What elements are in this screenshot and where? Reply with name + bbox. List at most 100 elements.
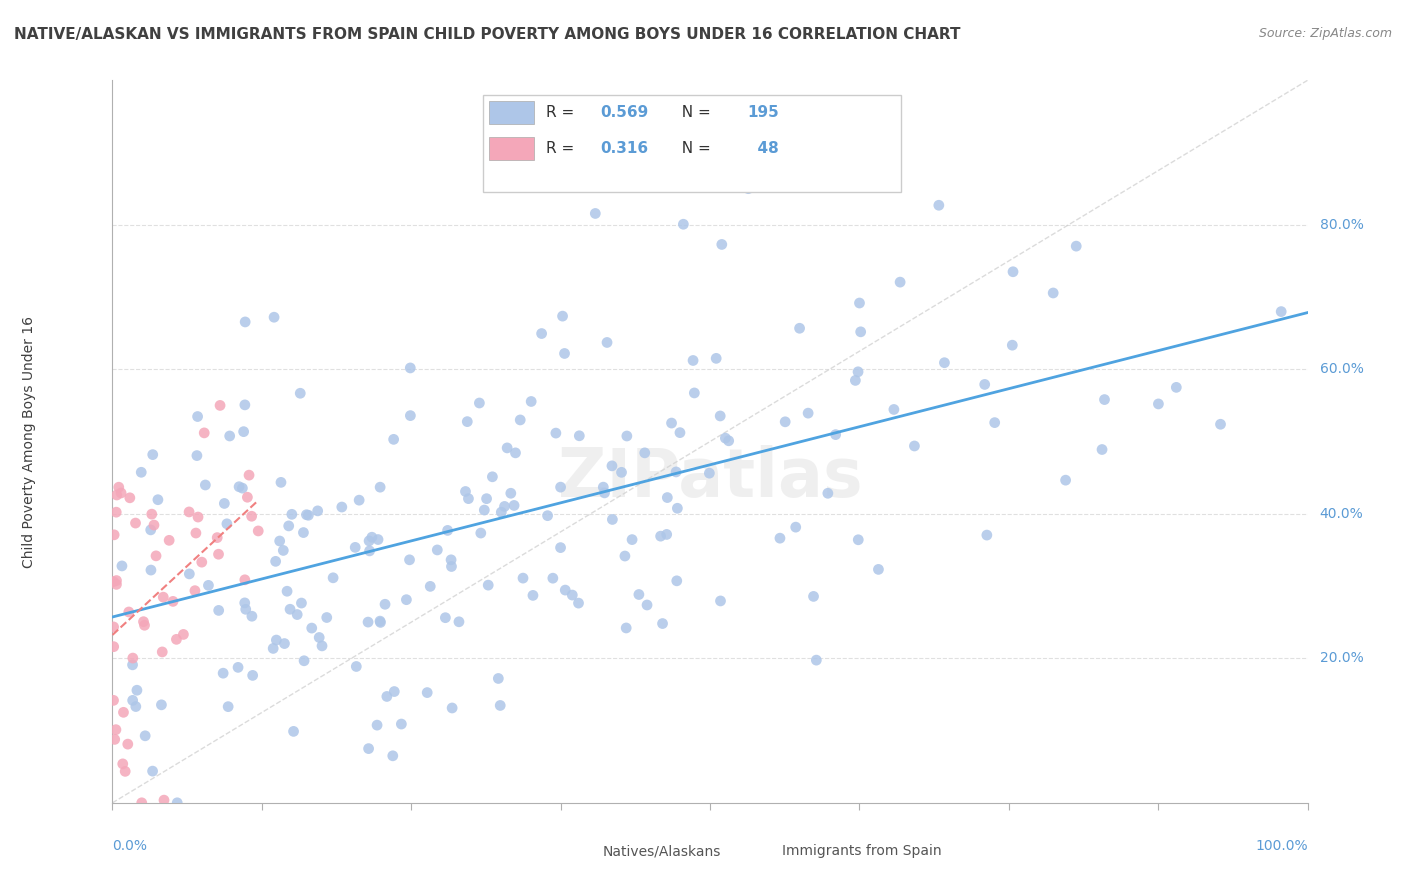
Point [669, 425, 692, 440]
Point [370, 615, 392, 630]
Point [270, 475, 292, 490]
Text: R =: R = [547, 104, 579, 120]
Point [489, 698, 512, 713]
Point [322, 571, 344, 585]
Point [419, 579, 441, 593]
Point [769, 531, 792, 545]
Point [232, 425, 254, 439]
Point [297, 508, 319, 523]
Point [110, 486, 132, 500]
Text: NATIVE/ALASKAN VS IMMIGRANTS FROM SPAIN CHILD POVERTY AMONG BOYS UNDER 16 CORREL: NATIVE/ALASKAN VS IMMIGRANTS FROM SPAIN … [14, 27, 960, 42]
Point [146, 492, 169, 507]
FancyBboxPatch shape [489, 101, 534, 124]
FancyBboxPatch shape [747, 843, 776, 861]
Point [165, 632, 187, 647]
Point [477, 578, 499, 592]
Point [271, 543, 294, 558]
Point [1064, 239, 1087, 253]
Point [105, 577, 128, 591]
Point [436, 524, 458, 538]
Point [121, 651, 143, 665]
Point [903, 439, 925, 453]
Point [682, 353, 704, 368]
Text: 100.0%: 100.0% [1256, 838, 1308, 853]
Point [456, 415, 478, 429]
Point [773, 415, 796, 429]
Point [262, 641, 284, 656]
Point [295, 508, 318, 522]
Point [440, 553, 463, 567]
Point [150, 645, 173, 659]
Point [105, 505, 128, 519]
Text: 40.0%: 40.0% [1320, 507, 1364, 521]
Point [187, 409, 209, 424]
Point [139, 563, 162, 577]
Point [614, 621, 637, 635]
Point [797, 406, 820, 420]
Point [264, 554, 287, 568]
Point [142, 448, 165, 462]
Point [1094, 392, 1116, 407]
Point [186, 449, 208, 463]
Point [131, 796, 153, 810]
Point [602, 512, 624, 526]
Point [368, 480, 391, 494]
Point [520, 394, 543, 409]
Point [470, 526, 492, 541]
Point [1166, 380, 1188, 394]
Point [389, 717, 412, 731]
Point [536, 508, 558, 523]
Point [238, 468, 260, 483]
Point [468, 396, 491, 410]
Point [1042, 285, 1064, 300]
Point [634, 446, 657, 460]
Point [593, 486, 616, 500]
Point [440, 559, 463, 574]
Point [665, 465, 688, 479]
Text: R =: R = [547, 141, 579, 156]
Point [1209, 417, 1232, 432]
Point [382, 684, 405, 698]
Point [550, 480, 572, 494]
Point [233, 573, 256, 587]
Point [281, 508, 304, 522]
Point [134, 618, 156, 632]
Point [717, 434, 740, 448]
Point [121, 657, 143, 672]
Point [789, 321, 811, 335]
Point [290, 386, 312, 401]
Point [191, 555, 214, 569]
Point [1002, 265, 1025, 279]
Point [263, 310, 285, 325]
Point [118, 605, 141, 619]
Point [928, 198, 950, 212]
Point [235, 602, 257, 616]
Point [785, 520, 807, 534]
Point [509, 413, 531, 427]
Point [398, 553, 420, 567]
Point [217, 699, 239, 714]
Point [114, 764, 136, 779]
Point [233, 315, 256, 329]
Point [118, 491, 141, 505]
Point [205, 531, 228, 545]
Text: Child Poverty Among Boys Under 16: Child Poverty Among Boys Under 16 [22, 316, 35, 567]
Point [367, 533, 389, 547]
Point [111, 756, 134, 771]
Point [125, 683, 148, 698]
Point [172, 627, 194, 641]
Point [554, 583, 576, 598]
Point [655, 527, 678, 541]
Point [868, 562, 890, 576]
Point [103, 620, 125, 634]
Point [104, 732, 127, 747]
Point [699, 466, 721, 480]
Point [103, 640, 125, 654]
Point [457, 491, 479, 506]
Point [610, 466, 633, 480]
Point [143, 518, 166, 533]
Point [153, 793, 176, 807]
Point [142, 764, 165, 778]
Point [803, 590, 825, 604]
Point [481, 470, 503, 484]
